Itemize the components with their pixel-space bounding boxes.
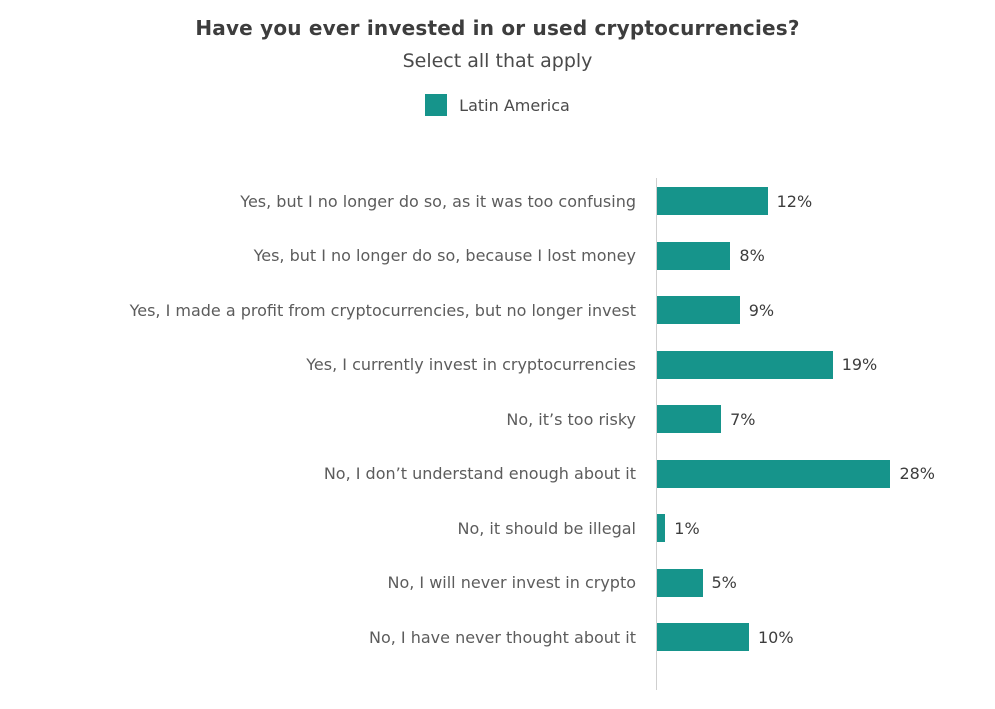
chart-row: Yes, I made a profit from cryptocurrenci…: [0, 283, 995, 338]
value-label: 7%: [730, 409, 756, 429]
value-label: 10%: [758, 627, 794, 647]
value-label: 19%: [841, 355, 878, 375]
chart-row: No, it should be illegal 1%: [0, 501, 995, 556]
chart-row: Yes, I currently invest in cryptocurrenc…: [0, 338, 995, 393]
bar: [656, 514, 666, 543]
value-label: 28%: [899, 464, 935, 484]
value-label: 8%: [739, 246, 765, 266]
legend: Latin America: [0, 94, 995, 116]
category-label: Yes, but I no longer do so, as it was to…: [240, 191, 636, 211]
legend-label: Latin America: [459, 95, 570, 115]
category-label: No, I have never thought about it: [368, 627, 636, 647]
category-label: No, it’s too risky: [506, 409, 636, 429]
chart-row: No, I don’t understand enough about it 2…: [0, 447, 995, 502]
value-label: 5%: [711, 573, 737, 593]
category-label: No, I will never invest in crypto: [387, 573, 636, 593]
bar-cell: 7%: [656, 405, 935, 434]
chart-row: No, I have never thought about it 10%: [0, 610, 995, 665]
bar: [656, 568, 703, 597]
category-label: No, I don’t understand enough about it: [323, 464, 636, 484]
chart-row: Yes, but I no longer do so, as it was to…: [0, 174, 995, 229]
bar-cell: 9%: [656, 296, 935, 325]
bar-cell: 12%: [656, 187, 935, 216]
category-label: No, it should be illegal: [457, 518, 637, 538]
legend-swatch-icon: [425, 94, 448, 116]
bar: [656, 187, 768, 216]
bar: [656, 623, 749, 652]
chart-header: Have you ever invested in or used crypto…: [0, 0, 995, 116]
bar-cell: 10%: [656, 623, 935, 652]
value-label: 1%: [674, 518, 700, 538]
category-label: Yes, I currently invest in cryptocurrenc…: [306, 355, 636, 375]
bar-cell: 5%: [656, 568, 935, 597]
chart-row: No, I will never invest in crypto 5%: [0, 556, 995, 611]
chart-title: Have you ever invested in or used crypto…: [195, 16, 800, 40]
axis-line: [656, 178, 657, 690]
chart-row: No, it’s too risky 7%: [0, 392, 995, 447]
category-label: Yes, but I no longer do so, because I lo…: [253, 246, 636, 266]
bar-cell: 19%: [656, 350, 935, 379]
bar-cell: 28%: [656, 459, 935, 488]
value-label: 9%: [748, 300, 775, 320]
bar: [656, 459, 891, 488]
bar-cell: 1%: [656, 514, 935, 543]
category-label: Yes, I made a profit from cryptocurrenci…: [129, 300, 636, 320]
bar: [656, 241, 731, 270]
value-label: 12%: [776, 191, 813, 211]
bar: [656, 296, 740, 325]
bar-cell: 8%: [656, 241, 935, 270]
bar: [656, 405, 722, 434]
bar-chart: Yes, but I no longer do so, as it was to…: [0, 174, 995, 690]
chart-row: Yes, but I no longer do so, because I lo…: [0, 229, 995, 284]
chart-rows: Yes, but I no longer do so, as it was to…: [0, 174, 995, 665]
bar: [656, 350, 833, 379]
chart-subtitle: Select all that apply: [402, 50, 593, 72]
